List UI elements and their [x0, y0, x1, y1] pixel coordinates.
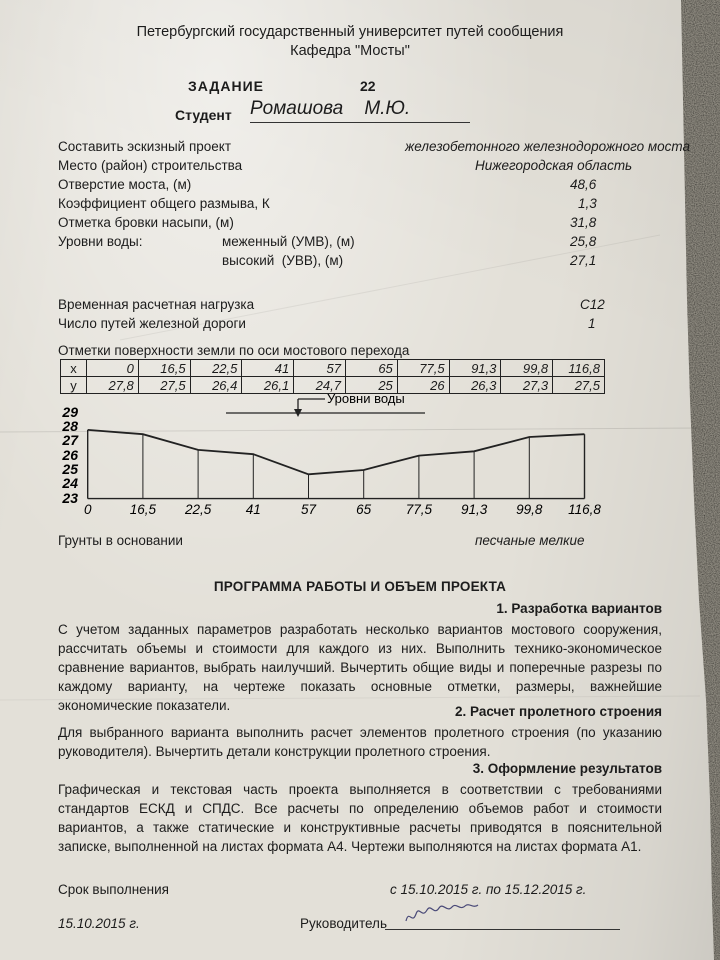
svg-text:99,8: 99,8: [516, 502, 543, 517]
svg-text:57: 57: [301, 502, 317, 517]
svg-text:0: 0: [84, 502, 92, 517]
svg-text:41: 41: [246, 502, 261, 517]
svg-text:16,5: 16,5: [130, 502, 157, 517]
svg-text:24: 24: [61, 475, 78, 491]
svg-text:77,5: 77,5: [406, 502, 433, 517]
svg-text:22,5: 22,5: [184, 502, 212, 517]
svg-text:23: 23: [61, 490, 78, 506]
svg-text:91,3: 91,3: [461, 502, 488, 517]
svg-text:116,8: 116,8: [568, 502, 601, 517]
svg-text:27: 27: [61, 432, 79, 448]
svg-text:65: 65: [356, 502, 372, 517]
